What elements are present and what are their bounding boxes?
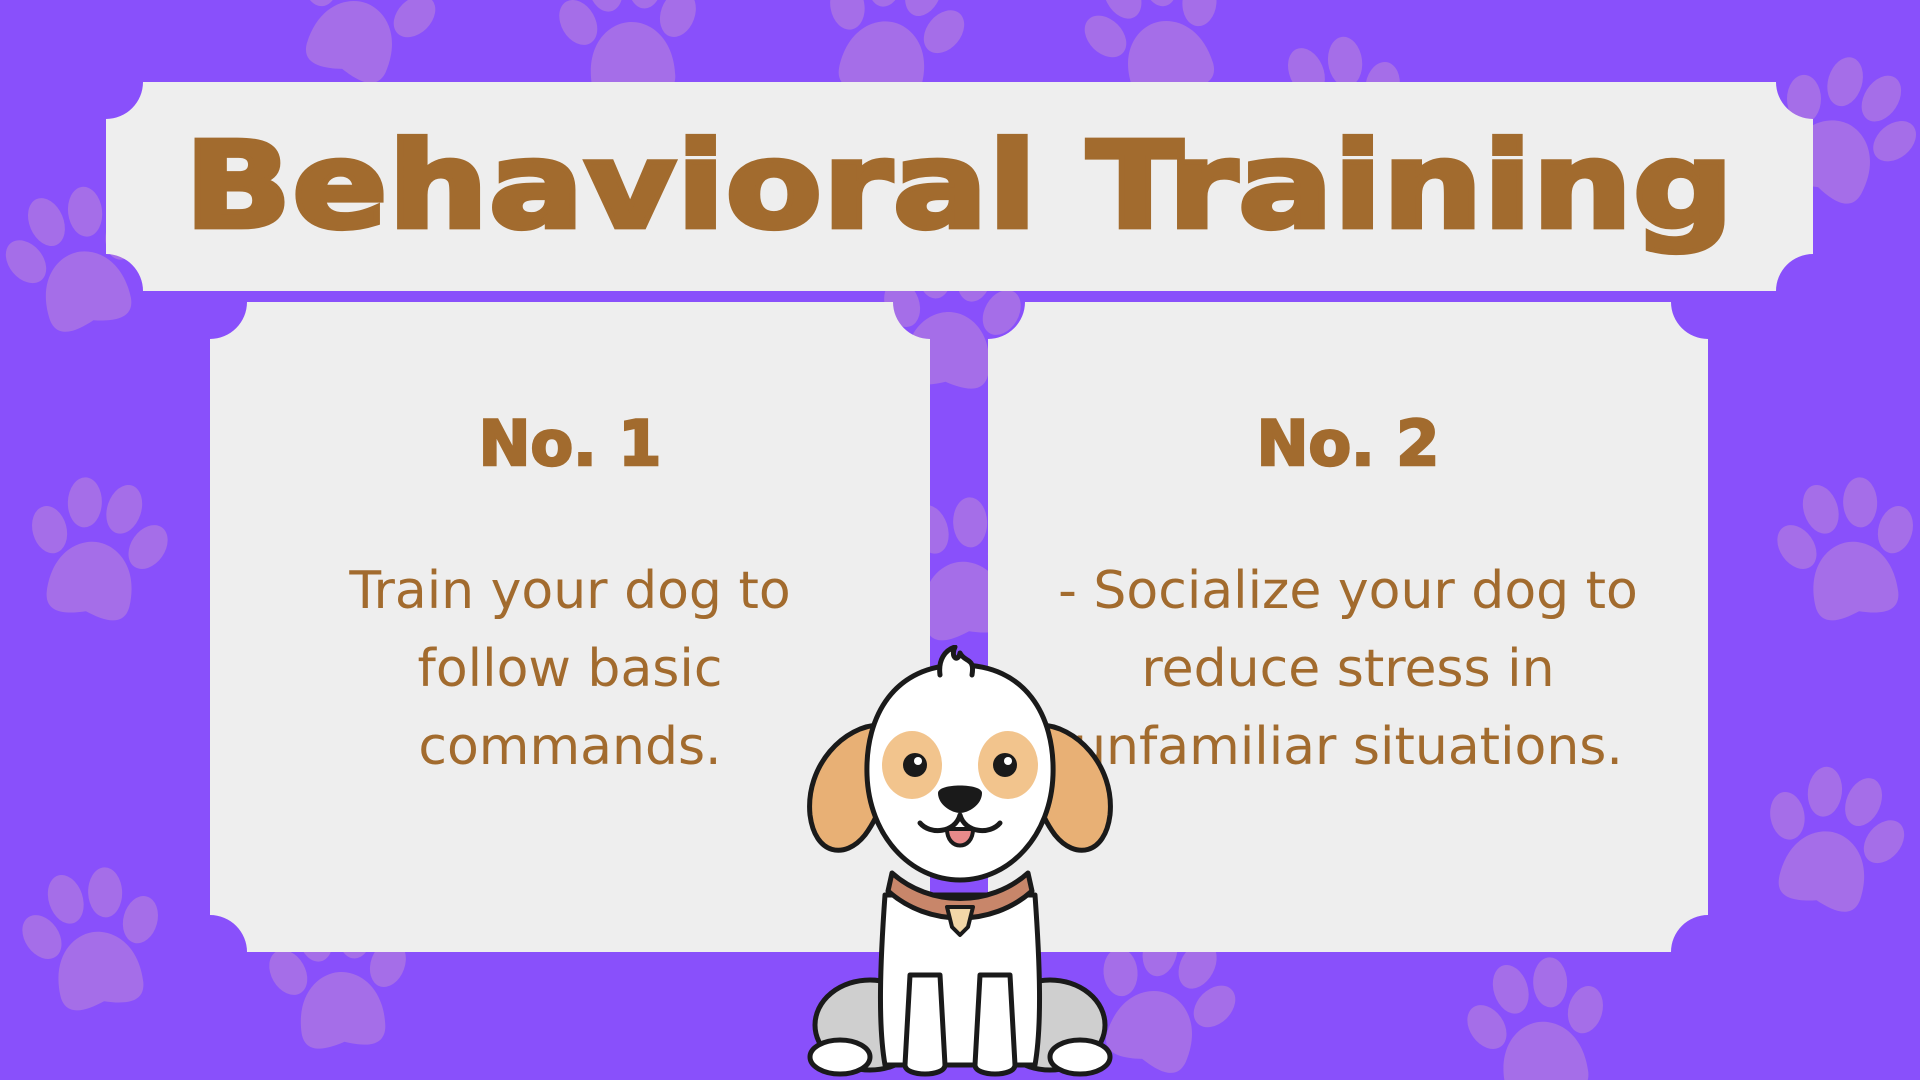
card-shape — [210, 302, 930, 952]
card-text: Train your dog to follow basic commands. — [349, 561, 791, 777]
paw-print-icon — [1451, 946, 1625, 1080]
card-heading: No. 2 — [1255, 406, 1440, 482]
card-heading: No. 1 — [477, 406, 662, 482]
tip-card-2: No. 2 - Socialize your dog to reduce str… — [988, 302, 1708, 952]
card-text: - Socialize your dog to reduce stress in… — [1058, 561, 1638, 777]
paw-print-icon — [10, 466, 184, 629]
tip-card-1: No. 1 Train your dog to follow basic com… — [210, 302, 930, 952]
banner-shape — [106, 82, 1813, 291]
title-banner: Behavioral Training — [106, 82, 1813, 291]
paw-print-icon — [1761, 466, 1920, 629]
card-shape — [988, 302, 1708, 952]
puppy-illustration — [807, 645, 1113, 1077]
page-title: Behavioral Training — [182, 115, 1737, 259]
paw-print-icon — [6, 856, 180, 1019]
paw-print-icon — [1742, 751, 1920, 925]
